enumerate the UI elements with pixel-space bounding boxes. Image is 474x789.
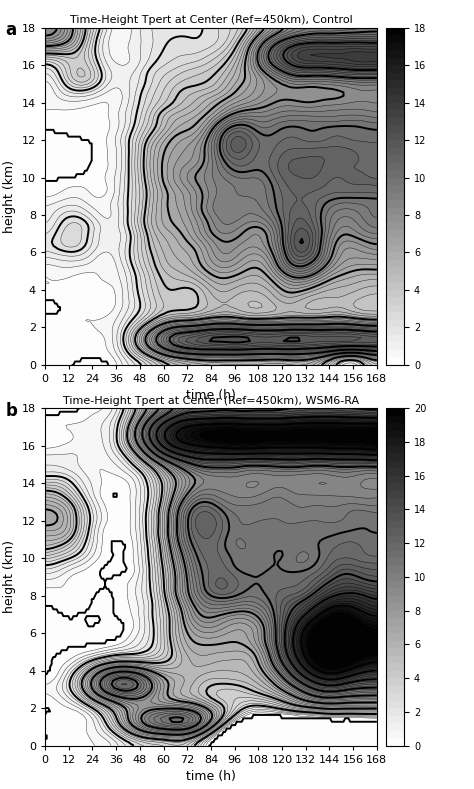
Y-axis label: height (km): height (km) xyxy=(3,159,16,233)
X-axis label: time (h): time (h) xyxy=(186,770,236,783)
Title: Time-Height Tpert at Center (Ref=450km), WSM6-RA: Time-Height Tpert at Center (Ref=450km),… xyxy=(63,396,359,406)
X-axis label: time (h): time (h) xyxy=(186,390,236,402)
Text: b: b xyxy=(5,402,17,420)
Text: a: a xyxy=(5,21,16,39)
Title: Time-Height Tpert at Center (Ref=450km), Control: Time-Height Tpert at Center (Ref=450km),… xyxy=(70,16,352,25)
Y-axis label: height (km): height (km) xyxy=(3,540,16,614)
